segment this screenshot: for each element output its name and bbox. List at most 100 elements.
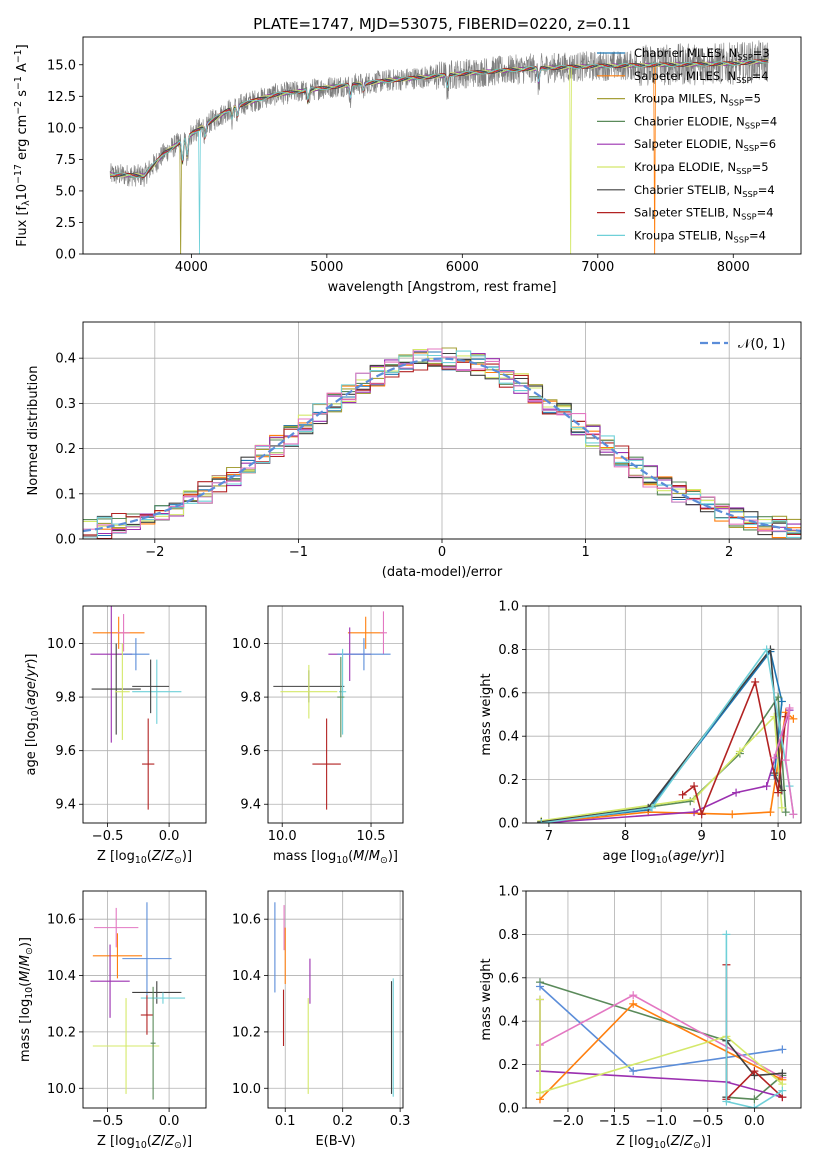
residual-histogram <box>83 361 801 539</box>
residuals-ytick-label: 0.0 <box>55 533 76 548</box>
spectrum-axes: 4000 5000 6000 7000 8000 0.0 2.5 5.0 7.5 10.0 12.5… <box>13 36 802 295</box>
residuals-xtick-label: 0 <box>438 545 446 560</box>
mass_vs_ebv-ytick-label: 10.6 <box>232 913 261 928</box>
weight_vs_age-series-line <box>541 709 791 823</box>
weight_vs_age-ytick-label: 0.8 <box>498 643 519 658</box>
weight_vs_age-plot-area <box>537 645 798 823</box>
age_vs_Z-errorbar <box>132 659 182 724</box>
age_vs_Z-errorbar <box>132 659 170 714</box>
weight_vs_Z-xlabel: Z [log10​(Z/Z⊙​)] <box>616 1134 711 1151</box>
age_vs_mass-errorbar <box>337 656 345 738</box>
spectrum-ytick-label: 0.0 <box>55 248 76 263</box>
age_vs_mass-xtick-label: 10.5 <box>357 829 386 844</box>
weight_vs_age-ytick-label: 0.4 <box>498 730 519 745</box>
spectrum-model-line <box>109 58 769 254</box>
spectrum-ylabel: Flux [fλ​10−17​ erg cm−2​ s−1​ A−1​] <box>13 44 32 246</box>
weight_vs_age-ytick-label: 1.0 <box>498 600 519 615</box>
age_vs_mass-errorbar <box>347 616 384 649</box>
age_vs_Z-errorbar <box>91 643 141 735</box>
weight_vs_age-series-line <box>541 710 794 823</box>
legend-entry: Kroupa ELODIE, NSSP​=5 <box>634 160 769 176</box>
mass_vs_Z-errorbar <box>94 907 139 948</box>
weight_vs_age-marker <box>774 693 783 702</box>
mass_vs_ebv-plot-area <box>274 902 394 1097</box>
residuals-panel <box>83 322 801 540</box>
legend-entry: Kroupa MILES, NSSP​=5 <box>634 92 761 108</box>
age_vs_mass-axes: 10.0 10.5 9.4 9.6 9.8 10.0 mass [log10​(M/M⊙​)… <box>232 605 404 866</box>
weight_vs_Z-xtick-label: −1.5 <box>599 1114 631 1129</box>
age_vs_mass-plot-area <box>273 611 391 810</box>
weight_vs_Z-xtick-label: −0.5 <box>692 1114 724 1129</box>
age_vs_mass-ytick-label: 9.6 <box>240 744 261 759</box>
mass_vs_Z-panel <box>83 891 206 1108</box>
spectrum-legend: Chabrier MILES, NSSP​=3 Salpeter MILES, N… <box>597 46 777 244</box>
legend-entry: Salpeter MILES, NSSP​=4 <box>634 69 769 85</box>
mass_vs_Z-ytick-label: 10.2 <box>47 1025 76 1040</box>
age_vs_mass-errorbar <box>337 638 391 671</box>
weight_vs_Z-marker <box>722 930 731 939</box>
residuals-xtick-label: −1 <box>289 545 308 560</box>
mass_vs_ebv-ytick-label: 10.0 <box>232 1082 261 1097</box>
weight_vs_Z-xtick-label: −1.0 <box>645 1114 677 1129</box>
weight_vs_age-series-line <box>541 647 783 823</box>
weight_vs_age-marker <box>728 810 737 819</box>
mass_vs_Z-xtick-label: 0.0 <box>159 1114 180 1129</box>
legend-entry: Salpeter ELODIE, NSSP​=6 <box>634 137 776 153</box>
mass_vs_ebv-xtick-label: 0.2 <box>332 1114 353 1129</box>
weight_vs_age-xtick-label: 9 <box>698 829 706 844</box>
residuals-plot-area <box>83 347 801 539</box>
age_vs_Z-errorbar <box>142 718 155 810</box>
weight_vs_age-marker <box>789 714 798 723</box>
spectrum-ytick-label: 7.5 <box>55 153 76 168</box>
age_vs_mass-xlabel: mass [log10​(M/M⊙​)] <box>273 849 398 866</box>
age_vs_mass-ytick-label: 10.0 <box>232 637 261 652</box>
age_vs_Z-errorbar <box>117 614 130 652</box>
weight_vs_age-marker <box>770 712 779 721</box>
weight_vs_Z-marker <box>722 1097 731 1106</box>
spectrum-xtick-label: 7000 <box>581 260 614 275</box>
residuals-xtick-label: −2 <box>145 545 164 560</box>
weight_vs_Z-marker <box>750 1095 759 1104</box>
weight_vs_age-marker <box>678 790 687 799</box>
age_vs_Z-xtick-label: −0.5 <box>92 829 124 844</box>
age_vs_Z-axes: −0.5 0.0 9.4 9.6 9.8 10.0 Z [log10​(Z/Z⊙​)] age… <box>24 605 207 866</box>
spectrum-ytick-label: 2.5 <box>55 216 76 231</box>
weight_vs_Z-plot-area <box>535 930 787 1108</box>
weight_vs_Z-marker <box>778 1086 787 1095</box>
age_vs_mass-errorbar <box>379 611 388 655</box>
weight_vs_age-marker <box>690 795 699 804</box>
weight_vs_age-marker <box>781 808 790 817</box>
age_vs_Z-ylabel: age [log10​(age/yr)] <box>24 653 41 775</box>
spectrum-model-line <box>109 59 769 254</box>
weight_vs_age-ytick-label: 0.0 <box>498 817 519 832</box>
age_vs_Z-ytick-label: 9.4 <box>55 798 76 813</box>
legend-entry: Chabrier STELIB, NSSP​=4 <box>634 183 775 199</box>
weight_vs_Z-marker <box>535 995 544 1004</box>
residuals-axes: −2 −1 0 1 2 0.0 0.1 0.2 0.3 0.4 (data-model)/error… <box>26 321 802 580</box>
mass_vs_ebv-ytick-label: 10.2 <box>232 1025 261 1040</box>
age_vs_Z-ytick-label: 9.6 <box>55 744 76 759</box>
mass_vs_Z-errorbar <box>140 995 154 1035</box>
weight_vs_Z-marker <box>629 991 638 1000</box>
weight_vs_Z-series-line <box>725 934 783 1108</box>
age_vs_Z-ytick-label: 9.8 <box>55 691 76 706</box>
weight_vs_age-axes: 7 8 9 10 0.0 0.2 0.4 0.6 0.8 1.0 age [log10​(age/y… <box>479 600 802 866</box>
weight_vs_Z-marker <box>750 1067 759 1076</box>
mass_vs_Z-ytick-label: 10.4 <box>47 969 76 984</box>
age_vs_mass-errorbar <box>280 664 338 719</box>
residual-histogram <box>83 348 801 534</box>
spectrum-ytick-label: 5.0 <box>55 184 76 199</box>
weight_vs_age-ytick-label: 0.6 <box>498 686 519 701</box>
weight_vs_Z-marker <box>629 999 638 1008</box>
residuals-legend: 𝒩(0, 1) <box>700 337 785 352</box>
age_vs_mass-errorbar <box>339 648 347 735</box>
weight_vs_Z-marker <box>535 1088 544 1097</box>
mass_vs_Z-xlabel: Z [log10​(Z/Z⊙​)] <box>97 1134 192 1151</box>
residuals-ytick-label: 0.3 <box>55 397 76 412</box>
spectrum-xtick-label: 5000 <box>310 260 343 275</box>
weight_vs_age-marker <box>762 782 771 791</box>
weight_vs_Z-ytick-label: 0.4 <box>498 1015 519 1030</box>
figure-title: PLATE=1747, MJD=53075, FIBERID=0220, z=0… <box>253 15 631 33</box>
residuals-ytick-label: 0.2 <box>55 442 76 457</box>
